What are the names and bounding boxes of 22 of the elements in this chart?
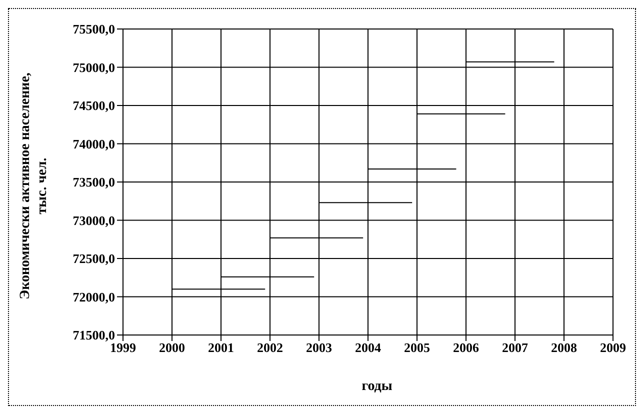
y-tick-label: 74500,0 <box>72 98 115 114</box>
x-tick-label: 2006 <box>453 340 480 356</box>
y-tick-label: 72000,0 <box>72 289 115 304</box>
y-tick-label: 73500,0 <box>72 174 115 190</box>
y-axis-title: Экономически активное население, тыс. чел. <box>17 72 51 302</box>
x-tick-label: 2002 <box>257 340 283 356</box>
x-tick-label: 2005 <box>404 340 430 356</box>
y-tick-label: 75500,0 <box>72 22 115 37</box>
x-tick-label: 1999 <box>110 340 136 356</box>
y-tick-label: 74000,0 <box>72 136 115 152</box>
x-tick-label: 2003 <box>306 340 332 356</box>
x-tick-label: 2009 <box>600 340 626 356</box>
y-tick-label: 71500,0 <box>72 328 115 343</box>
y-tick-label: 73000,0 <box>72 212 115 228</box>
x-axis-title: годы <box>360 379 394 395</box>
x-tick-label: 2008 <box>551 340 578 356</box>
x-tick-label: 2004 <box>355 340 382 356</box>
y-tick-label: 75000,0 <box>72 60 115 75</box>
x-tick-label: 2007 <box>502 340 528 356</box>
x-tick-label: 2001 <box>208 340 234 356</box>
x-tick-label: 2000 <box>159 340 185 356</box>
y-tick-label: 72500,0 <box>72 251 115 266</box>
